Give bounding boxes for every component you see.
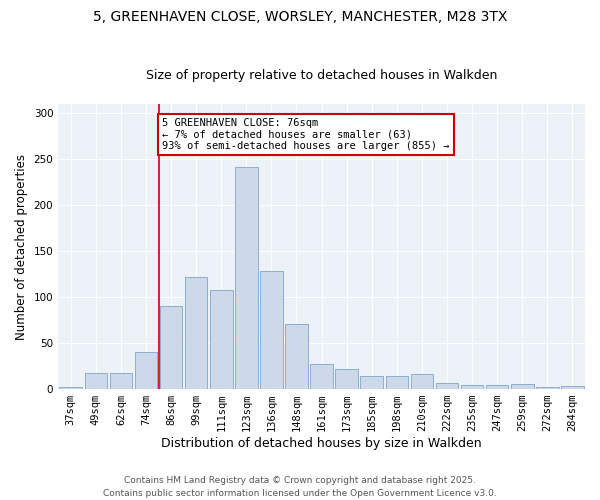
Bar bbox=[436, 382, 458, 389]
Y-axis label: Number of detached properties: Number of detached properties bbox=[15, 154, 28, 340]
Bar bbox=[59, 387, 82, 389]
Bar bbox=[85, 374, 107, 389]
Bar bbox=[235, 166, 257, 389]
Bar bbox=[561, 386, 584, 389]
Bar bbox=[361, 376, 383, 389]
Bar bbox=[110, 374, 132, 389]
Bar bbox=[285, 324, 308, 389]
Bar bbox=[386, 376, 408, 389]
Title: Size of property relative to detached houses in Walkden: Size of property relative to detached ho… bbox=[146, 69, 497, 82]
X-axis label: Distribution of detached houses by size in Walkden: Distribution of detached houses by size … bbox=[161, 437, 482, 450]
Bar bbox=[536, 387, 559, 389]
Bar bbox=[260, 272, 283, 389]
Text: Contains HM Land Registry data © Crown copyright and database right 2025.
Contai: Contains HM Land Registry data © Crown c… bbox=[103, 476, 497, 498]
Bar bbox=[185, 277, 208, 389]
Bar bbox=[511, 384, 533, 389]
Bar bbox=[160, 306, 182, 389]
Bar bbox=[486, 386, 508, 389]
Bar bbox=[310, 364, 333, 389]
Bar bbox=[335, 369, 358, 389]
Text: 5, GREENHAVEN CLOSE, WORSLEY, MANCHESTER, M28 3TX: 5, GREENHAVEN CLOSE, WORSLEY, MANCHESTER… bbox=[93, 10, 507, 24]
Bar bbox=[134, 352, 157, 389]
Bar bbox=[210, 290, 233, 389]
Bar bbox=[410, 374, 433, 389]
Bar bbox=[461, 386, 484, 389]
Text: 5 GREENHAVEN CLOSE: 76sqm
← 7% of detached houses are smaller (63)
93% of semi-d: 5 GREENHAVEN CLOSE: 76sqm ← 7% of detach… bbox=[162, 118, 450, 151]
